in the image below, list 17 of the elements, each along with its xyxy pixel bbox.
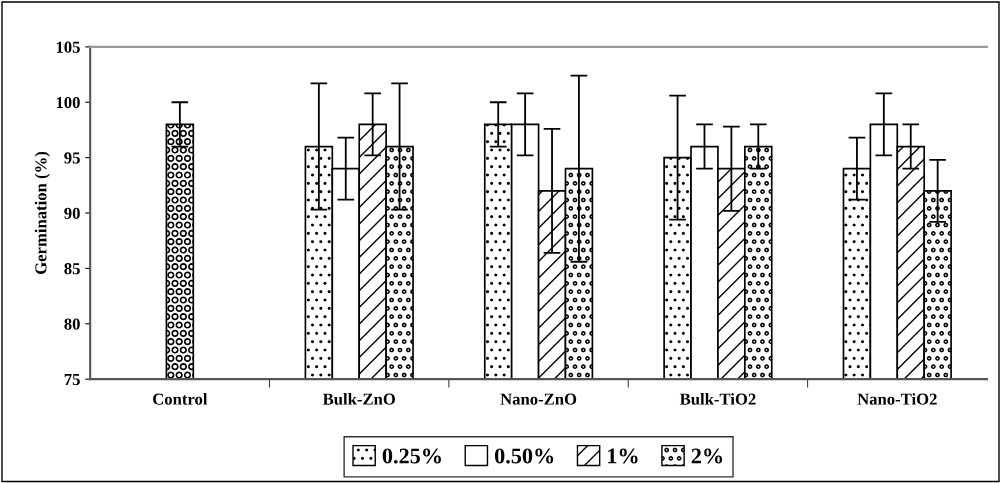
x-tick-label: Bulk-TiO2 <box>679 393 756 405</box>
y-tick-label: 80 <box>64 318 80 330</box>
x-tick-label: Nano-ZnO <box>500 393 577 405</box>
y-tick-label: 105 <box>56 41 80 53</box>
legend-label: 2% <box>691 448 723 464</box>
legend-label: 1% <box>608 448 638 464</box>
x-tick-label: Nano-TiO2 <box>857 393 937 405</box>
y-tick-label: 85 <box>64 263 80 275</box>
legend-label: 0.25% <box>382 448 441 464</box>
legend-label: 0.50% <box>494 448 554 464</box>
x-tick-label: Bulk-ZnO <box>322 393 395 405</box>
x-tick-label: Control <box>153 393 208 405</box>
y-tick-label: 75 <box>64 374 80 386</box>
y-axis-title: Germination (%) <box>34 151 50 274</box>
y-tick-label: 100 <box>56 96 80 109</box>
y-tick-label: 95 <box>64 152 80 164</box>
y-tick-label: 90 <box>64 207 80 219</box>
